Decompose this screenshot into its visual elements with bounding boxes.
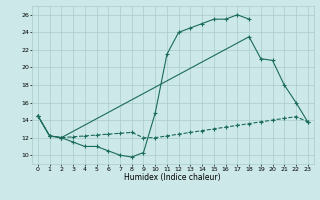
X-axis label: Humidex (Indice chaleur): Humidex (Indice chaleur) [124, 173, 221, 182]
